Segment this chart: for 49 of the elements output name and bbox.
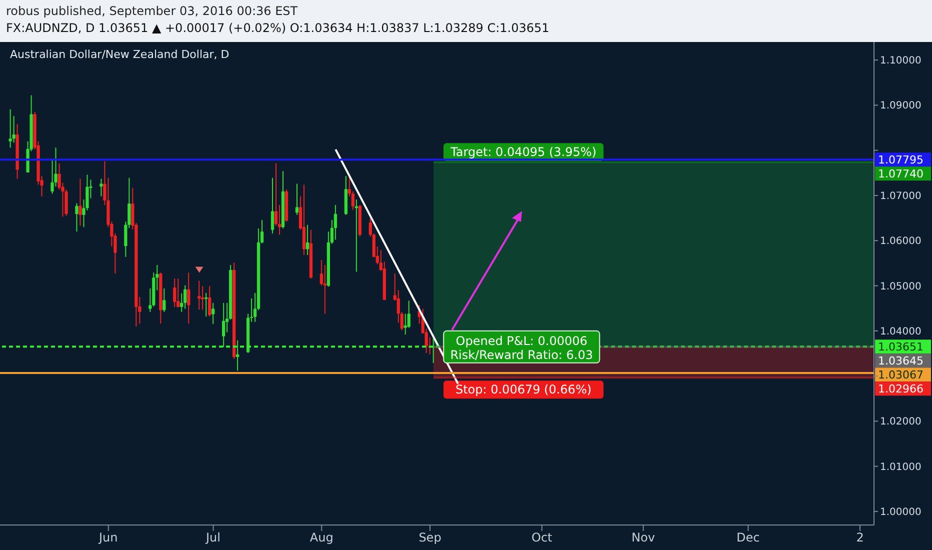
y-tick-label: 1.00000 (880, 507, 922, 518)
candlestick (78, 178, 82, 226)
candlestick (184, 284, 187, 310)
candlestick (295, 183, 299, 216)
y-tick-label: 1.04000 (880, 326, 922, 338)
x-tick-label: Aug (310, 530, 334, 545)
ref-line-label: 1.07795 (878, 154, 924, 167)
x-tick-label: Oct (532, 530, 553, 545)
y-tick-label: 1.10000 (880, 56, 922, 67)
band-label: Stop: 0.00679 (0.66%) (455, 382, 592, 397)
y-tick-label: 1.05000 (880, 281, 922, 292)
y-tick-label: 1.01000 (880, 462, 922, 473)
ref-line-label: 1.03645 (878, 354, 924, 368)
candlestick (334, 204, 338, 240)
candlestick (302, 184, 306, 256)
candlestick (162, 288, 166, 312)
x-tick-label: Jun (98, 530, 118, 545)
annotation: Risk/Reward Ratio: 6.03 (450, 348, 594, 362)
ref-line-label: 1.07740 (878, 168, 924, 181)
candlestick (204, 292, 208, 317)
candlestick (306, 224, 310, 256)
candlestick (100, 178, 103, 197)
candlestick (198, 280, 201, 310)
x-tick-label: 2 (856, 530, 864, 545)
band-label: Target: 0.04095 (3.95%) (450, 145, 596, 160)
y-tick-label: 1.02000 (880, 416, 922, 428)
y-tick-label: 1.06000 (880, 236, 922, 248)
candlestick (75, 202, 78, 232)
candlestick (270, 177, 274, 234)
text: robus published, September 03, 2016 00:36 EST (6, 3, 299, 20)
x-tick-label: Sep (418, 530, 442, 545)
x-tick-label: Nov (632, 530, 655, 545)
x-tick-label: Jul (205, 530, 220, 545)
ref-line-label: 1.03651 (878, 340, 924, 354)
y-tick-label: 1.09000 (880, 100, 922, 112)
ref-line-label: 1.02966 (878, 382, 924, 396)
candlestick (173, 278, 176, 308)
annotation: Opened P&L: 0.00006 (456, 334, 588, 348)
candlestick (222, 302, 226, 348)
y-tick-label: 1.07000 (880, 191, 922, 202)
candlestick (323, 264, 327, 314)
text: Australian Dollar/New Zealand Dollar, D (10, 48, 230, 61)
candlestick (8, 108, 12, 148)
x-tick-label: Dec (736, 530, 760, 545)
candlestick (176, 278, 180, 308)
chart-subtitle: FX:AUDNZD, D 1.03651 ▲ +0.00017 (+0.02%) O:1.03634 H:1.03837 L:1.03289 C:1.03651 (6, 20, 550, 37)
candlestick (187, 272, 190, 324)
candlestick (208, 286, 212, 317)
ref-line-label: 1.03067 (878, 368, 924, 382)
